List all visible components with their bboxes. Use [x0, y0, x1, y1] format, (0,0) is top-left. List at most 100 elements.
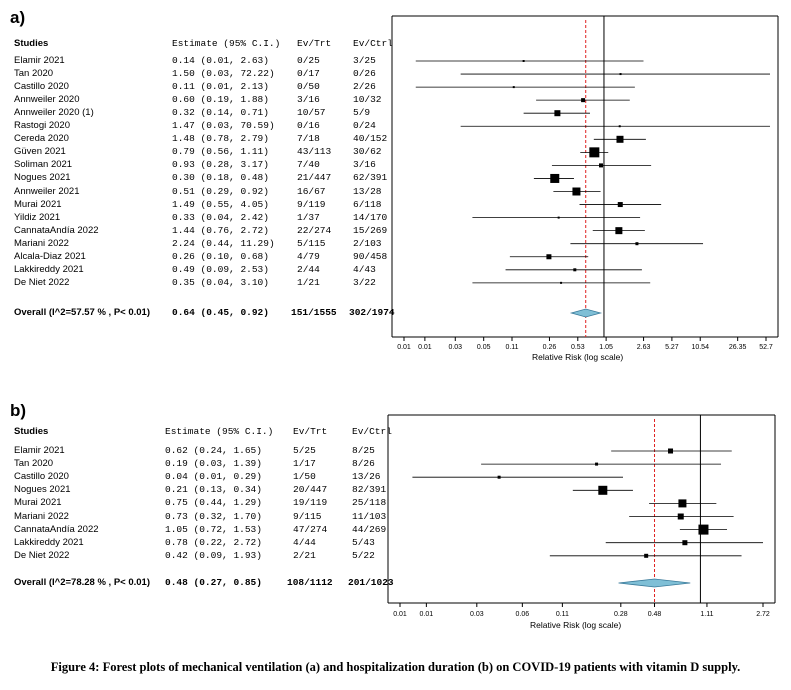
x-tick-label: 0.01 [393, 611, 407, 618]
x-tick-label: 0.11 [556, 611, 569, 618]
study-name: Alcala-Diaz 2021 [14, 250, 86, 262]
x-tick-label: 0.03 [448, 344, 462, 351]
study-name: Nogues 2021 [14, 172, 71, 184]
ci-lower: 0.03 [199, 458, 223, 470]
estimate-value: 0.04 [165, 471, 188, 483]
ci-upper: 0.29 [233, 471, 257, 483]
study-name: Mariani 2022 [14, 510, 69, 522]
ci-upper: 1.53 [233, 523, 257, 535]
events-control: 5/22 [352, 549, 375, 561]
study-name: Overall (I^2=78.28 % , P< 0.01) [14, 577, 150, 588]
estimate-ci: 0.11 (0.01, 2.13) [172, 81, 269, 93]
estimate-value: 0.19 [165, 458, 188, 470]
panel-label-b: b) [10, 401, 27, 420]
effect-square [698, 524, 709, 535]
header-evctrl-a: Ev/Ctrl [353, 38, 393, 49]
header-estimate-a: Estimate (95% C.I.) [172, 38, 281, 49]
estimate-ci: 0.62 (0.24, 1.65) [165, 445, 262, 456]
ci-lower: 0.10 [206, 250, 230, 262]
effect-square [618, 125, 621, 128]
header-studies-b: Studies [14, 426, 49, 437]
events-treatment: 1/37 [297, 211, 320, 223]
ci-upper: 1.11 [240, 146, 264, 158]
events-control: 6/118 [353, 198, 382, 210]
events-control: 5/9 [353, 107, 371, 119]
ci-upper: 0.85 [233, 577, 257, 588]
ci-lower: 0.01 [206, 55, 230, 66]
study-name: Nogues 2021 [14, 484, 71, 496]
effect-square [678, 499, 687, 508]
ci-upper: 0.68 [240, 250, 264, 262]
study-name: Lakkireddy 2021 [14, 536, 84, 548]
events-control: 8/25 [352, 445, 375, 456]
estimate-ci: 0.04 (0.01, 0.29) [165, 471, 262, 483]
estimate-ci: 0.33 (0.04, 2.42) [172, 211, 269, 223]
effect-square [617, 202, 623, 208]
ci-lower: 0.72 [199, 523, 223, 535]
estimate-ci: 1.44 (0.76, 2.72) [172, 224, 269, 236]
events-control: 2/26 [353, 81, 376, 93]
effect-square [677, 513, 684, 520]
ci-lower: 0.13 [199, 484, 223, 496]
ci-upper: 0.92 [240, 307, 264, 318]
x-tick-label: 2.63 [637, 344, 651, 351]
estimate-value: 0.30 [172, 172, 195, 184]
plot-area-a: 0.01 0.01 0.03 0.05 0.11 0.26 0.53 1.05 2.63 5.27… [391, 15, 779, 351]
estimate-value: 0.64 [172, 307, 195, 318]
events-control: 0/26 [353, 68, 376, 80]
x-tick-label: 0.01 [418, 344, 432, 351]
ci-lower: 0.24 [199, 445, 223, 456]
ci-upper: 2.72 [233, 536, 257, 548]
ci-lower: 0.04 [206, 276, 230, 288]
study-name: Murai 2021 [14, 198, 62, 210]
effect-square [554, 110, 561, 117]
events-treatment: 9/115 [293, 510, 322, 522]
estimate-ci: 0.30 (0.18, 0.48) [172, 172, 269, 184]
events-treatment: 5/25 [293, 445, 316, 456]
estimate-ci: 0.32 (0.14, 0.71) [172, 107, 269, 119]
events-control: 82/391 [352, 484, 387, 496]
header-evtrt-a: Ev/Trt [297, 38, 332, 49]
x-tick-label: 52.7 [759, 344, 773, 351]
study-name: De Niet 2022 [14, 549, 70, 561]
estimate-value: 0.32 [172, 107, 195, 119]
ci-lower: 0.01 [206, 81, 230, 93]
estimate-ci: 0.75 (0.44, 1.29) [165, 497, 262, 509]
events-treatment: 2/44 [297, 263, 320, 275]
ci-lower: 0.44 [199, 497, 223, 509]
estimate-ci: 0.42 (0.09, 1.93) [165, 549, 262, 561]
effect-square [668, 448, 674, 454]
effect-square [619, 73, 622, 76]
x-tick-label: 0.06 [516, 611, 530, 618]
estimate-value: 1.48 [172, 133, 195, 145]
ci-upper: 70.59 [240, 120, 269, 132]
ci-lower: 0.18 [206, 172, 230, 184]
events-treatment: 5/115 [297, 237, 326, 249]
study-name: Güven 2021 [14, 146, 66, 158]
estimate-value: 2.24 [172, 237, 195, 249]
events-treatment: 0/16 [297, 120, 320, 132]
study-name: Murai 2021 [14, 497, 62, 509]
estimate-ci: 0.73 (0.32, 1.70) [165, 510, 262, 522]
x-tick-label: 0.03 [470, 611, 484, 618]
overall-diamond [569, 308, 603, 318]
events-treatment: 1/17 [293, 458, 316, 470]
ci-lower: 0.45 [206, 307, 230, 318]
study-name: Tan 2020 [14, 458, 54, 470]
x-tick-label: 10.54 [691, 344, 709, 351]
estimate-value: 0.51 [172, 185, 195, 197]
events-treatment: 4/79 [297, 250, 320, 262]
ci-lower: 0.76 [206, 224, 230, 236]
ci-lower: 0.32 [199, 510, 223, 522]
events-treatment: 3/16 [297, 94, 320, 106]
events-treatment: 22/274 [297, 224, 332, 236]
ci-upper: 3.17 [240, 159, 264, 171]
estimate-ci: 0.21 (0.13, 0.34) [165, 484, 262, 496]
events-control: 4/43 [353, 263, 376, 275]
estimate-ci: 1.49 (0.55, 4.05) [172, 198, 269, 210]
plot-area-b: 0.01 0.01 0.03 0.06 0.11 0.28 0.48 1.11 2.72 [387, 414, 776, 618]
estimate-value: 0.62 [165, 445, 188, 456]
ci-upper: 1.39 [233, 458, 257, 470]
x-tick-label: 0.48 [648, 611, 662, 618]
estimate-value: 0.11 [172, 81, 195, 93]
